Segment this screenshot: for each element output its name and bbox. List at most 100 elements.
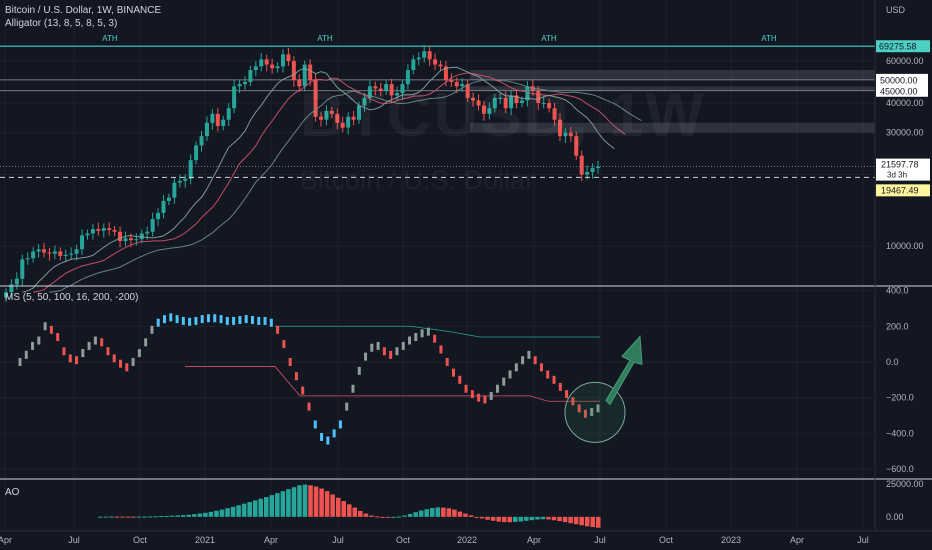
candle-body (487, 108, 492, 114)
ao-bar (474, 516, 479, 518)
candle-body (329, 110, 334, 114)
candle-body (422, 51, 427, 58)
current-price-label: 21597.78 (881, 160, 919, 170)
ao-bar (369, 515, 374, 517)
ao-bar (513, 516, 518, 522)
ao-bar (352, 507, 358, 517)
candle-body (438, 64, 443, 67)
candle-body (221, 119, 226, 126)
ms-dot (156, 318, 160, 327)
time-tick-label: Apr (527, 535, 541, 545)
candle-body (80, 235, 85, 250)
ao-bar (147, 516, 153, 518)
candle-body (172, 182, 177, 198)
trend-arrow (605, 335, 643, 406)
ms-dot (181, 316, 185, 325)
ms-dot (395, 347, 399, 356)
candle-body (481, 105, 486, 114)
ms-dot (175, 315, 179, 324)
candle-body (275, 66, 280, 69)
time-tick-label: Oct (396, 535, 411, 545)
ao-bar (330, 494, 335, 517)
ao-bar (335, 497, 341, 517)
candle-body (107, 228, 112, 230)
ms-dot (533, 356, 537, 365)
ao-bar (584, 516, 590, 527)
ms-legend[interactable]: MS (5, 50, 100, 16, 200, -200) (5, 292, 139, 303)
ao-bar (452, 509, 457, 517)
ao-tick-label: 25000.00 (886, 479, 924, 489)
ao-bar (557, 516, 562, 522)
candle-body (199, 136, 204, 146)
ao-bar (540, 516, 546, 520)
ms-upper-band (275, 325, 600, 338)
ms-dot (43, 322, 47, 331)
ms-dot (282, 340, 286, 349)
ao-bar (446, 508, 452, 517)
candle-body (433, 59, 438, 65)
ao-bar (252, 500, 258, 517)
ao-bar (280, 491, 286, 517)
ms-dot (144, 338, 148, 347)
ao-bar (524, 516, 529, 521)
ao-bar (562, 516, 568, 523)
ms-dot (338, 420, 342, 429)
ms-dot (150, 325, 154, 334)
price-panel[interactable]: ATH ATH ATH ATH (0, 34, 875, 302)
candle-body (378, 88, 383, 91)
alligator-legend[interactable]: Alligator (13, 8, 5, 8, 5, 3) (5, 18, 118, 29)
ao-bar (98, 516, 103, 518)
candle-body (395, 93, 400, 96)
ms-dot (56, 332, 60, 341)
candle-body (52, 251, 57, 254)
candle-body (248, 70, 253, 82)
ms-dot (163, 315, 166, 324)
ao-legend[interactable]: AO (5, 487, 20, 498)
candle-body (509, 95, 514, 109)
candle-body (389, 84, 394, 96)
low-price-label: 19467.49 (881, 185, 919, 195)
ao-bar (208, 511, 214, 517)
ao-bar (385, 516, 391, 518)
level-label: 50000.00 (880, 75, 918, 85)
ms-dot (206, 314, 210, 323)
ms-dot (276, 325, 280, 334)
chart-title[interactable]: Bitcoin / U.S. Dollar, 1W, BINANCE (5, 5, 162, 16)
ao-bar (181, 515, 186, 517)
candle-body (498, 97, 503, 99)
ms-panel[interactable] (18, 313, 643, 445)
candle-body (4, 292, 8, 298)
ao-bar (203, 512, 208, 517)
ms-dot (307, 402, 311, 411)
ms-dot (477, 393, 481, 402)
candle-body (156, 212, 161, 220)
ao-panel[interactable] (98, 484, 601, 528)
ms-dot (420, 329, 424, 338)
candle-body (357, 105, 362, 120)
candle-body (319, 116, 324, 120)
ms-dot (49, 325, 53, 334)
ao-bar (341, 501, 346, 517)
candle-body (291, 61, 296, 80)
ms-dot (370, 343, 374, 352)
ms-tick-label: 200.0 (886, 321, 909, 331)
ao-bar (291, 487, 297, 517)
ao-bar (197, 513, 203, 517)
candle-body (139, 233, 144, 240)
candle-body (449, 79, 454, 82)
candle-body (259, 59, 264, 67)
level-label-bg (876, 84, 928, 97)
ao-bar (308, 485, 313, 517)
time-tick-label: Jul (857, 535, 869, 545)
candle-body (454, 81, 459, 87)
ao-bar (463, 513, 468, 517)
candle-body (460, 84, 465, 87)
ms-dot (313, 420, 317, 429)
time-tick-label: 2021 (195, 535, 215, 545)
ms-dot (502, 377, 506, 386)
ms-dot (558, 382, 562, 391)
time-tick-label: Jul (594, 535, 606, 545)
ms-dot (552, 375, 556, 384)
candle-body (579, 155, 584, 175)
